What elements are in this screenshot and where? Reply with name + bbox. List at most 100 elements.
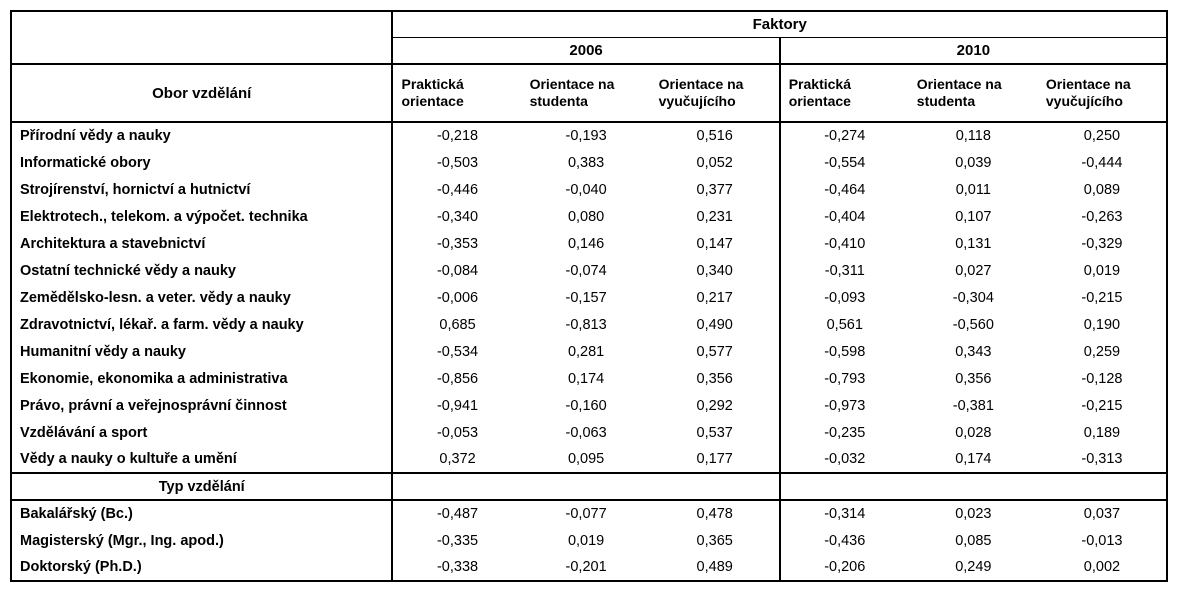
- cell-value: 0,095: [522, 446, 651, 473]
- table-row: Elektrotech., telekom. a výpočet. techni…: [11, 203, 1167, 230]
- table-row: Strojírenství, hornictví a hutnictví -0,4…: [11, 176, 1167, 203]
- cell-value: -0,274: [780, 122, 909, 149]
- cell-value: 0,250: [1038, 122, 1167, 149]
- header-year-a: 2006: [392, 38, 779, 65]
- cell-value: -0,338: [392, 554, 521, 581]
- cell-value: 0,478: [651, 500, 780, 527]
- cell-value: 0,028: [909, 419, 1038, 446]
- cell-value: 0,340: [651, 257, 780, 284]
- cell-value: -0,157: [522, 284, 651, 311]
- cell-value: -0,598: [780, 338, 909, 365]
- empty-cell: [780, 473, 909, 500]
- cell-value: 0,027: [909, 257, 1038, 284]
- cell-value: 0,490: [651, 311, 780, 338]
- cell-value: 0,516: [651, 122, 780, 149]
- cell-value: -0,554: [780, 149, 909, 176]
- cell-value: -0,444: [1038, 149, 1167, 176]
- cell-value: -0,263: [1038, 203, 1167, 230]
- cell-value: -0,128: [1038, 365, 1167, 392]
- cell-value: -0,063: [522, 419, 651, 446]
- cell-value: -0,193: [522, 122, 651, 149]
- cell-value: -0,006: [392, 284, 521, 311]
- cell-value: -0,329: [1038, 230, 1167, 257]
- cell-value: -0,040: [522, 176, 651, 203]
- cell-value: 0,190: [1038, 311, 1167, 338]
- cell-value: -0,313: [1038, 446, 1167, 473]
- cell-value: -0,381: [909, 392, 1038, 419]
- cell-value: -0,404: [780, 203, 909, 230]
- table-row: Ekonomie, ekonomika a administrativa-0,8…: [11, 365, 1167, 392]
- cell-value: -0,218: [392, 122, 521, 149]
- cell-value: 0,146: [522, 230, 651, 257]
- cell-value: 0,147: [651, 230, 780, 257]
- table-row: Architektura a stavebnictví-0,3530,1460,…: [11, 230, 1167, 257]
- row-label: Bakalářský (Bc.): [11, 500, 392, 527]
- empty-cell: [1038, 473, 1167, 500]
- row-label: Právo, právní a veřejnosprávní činnost: [11, 392, 392, 419]
- cell-value: -0,304: [909, 284, 1038, 311]
- cell-value: -0,093: [780, 284, 909, 311]
- cell-value: 0,002: [1038, 554, 1167, 581]
- cell-value: 0,177: [651, 446, 780, 473]
- table-row: Bakalářský (Bc.)-0,487-0,0770,478-0,3140…: [11, 500, 1167, 527]
- cell-value: 0,118: [909, 122, 1038, 149]
- header-rowlabel: Obor vzdělání: [11, 64, 392, 122]
- table-row: Vědy a nauky o kultuře a umění0,3720,095…: [11, 446, 1167, 473]
- cell-value: 0,189: [1038, 419, 1167, 446]
- section2-label: Typ vzdělání: [11, 473, 392, 500]
- header-col-a1: Praktická orientace: [392, 64, 521, 122]
- row-label: Strojírenství, hornictví a hutnictví: [11, 176, 392, 203]
- cell-value: 0,685: [392, 311, 521, 338]
- cell-value: -0,464: [780, 176, 909, 203]
- table-row: Doktorský (Ph.D.)-0,338-0,2010,489-0,206…: [11, 554, 1167, 581]
- cell-value: 0,537: [651, 419, 780, 446]
- row-label: Ostatní technické vědy a nauky: [11, 257, 392, 284]
- table-row: Přírodní vědy a nauky-0,218-0,1930,516-0…: [11, 122, 1167, 149]
- header-blank-top: [11, 11, 392, 38]
- cell-value: -0,074: [522, 257, 651, 284]
- cell-value: 0,089: [1038, 176, 1167, 203]
- cell-value: -0,032: [780, 446, 909, 473]
- table-row: Zdravotnictví, lékař. a farm. vědy a nau…: [11, 311, 1167, 338]
- cell-value: 0,080: [522, 203, 651, 230]
- row-label: Přírodní vědy a nauky: [11, 122, 392, 149]
- cell-value: 0,281: [522, 338, 651, 365]
- header-col-a3: Orientace na vyučujícího: [651, 64, 780, 122]
- cell-value: 0,085: [909, 527, 1038, 554]
- cell-value: 0,577: [651, 338, 780, 365]
- row-label: Vědy a nauky o kultuře a umění: [11, 446, 392, 473]
- cell-value: -0,335: [392, 527, 521, 554]
- cell-value: -0,077: [522, 500, 651, 527]
- cell-value: -0,311: [780, 257, 909, 284]
- cell-value: -0,503: [392, 149, 521, 176]
- cell-value: 0,052: [651, 149, 780, 176]
- header-col-b1: Praktická orientace: [780, 64, 909, 122]
- cell-value: 0,356: [651, 365, 780, 392]
- cell-value: 0,356: [909, 365, 1038, 392]
- cell-value: -0,941: [392, 392, 521, 419]
- cell-value: 0,023: [909, 500, 1038, 527]
- cell-value: -0,973: [780, 392, 909, 419]
- cell-value: 0,019: [1038, 257, 1167, 284]
- cell-value: -0,340: [392, 203, 521, 230]
- cell-value: 0,131: [909, 230, 1038, 257]
- row-label: Vzdělávání a sport: [11, 419, 392, 446]
- table-row: Zemědělsko-lesn. a veter. vědy a nauky-0…: [11, 284, 1167, 311]
- cell-value: -0,487: [392, 500, 521, 527]
- cell-value: 0,174: [909, 446, 1038, 473]
- cell-value: -0,793: [780, 365, 909, 392]
- row-label: Architektura a stavebnictví: [11, 230, 392, 257]
- cell-value: -0,410: [780, 230, 909, 257]
- row-label: Humanitní vědy a nauky: [11, 338, 392, 365]
- cell-value: 0,039: [909, 149, 1038, 176]
- table-row: Vzdělávání a sport-0,053-0,0630,537-0,23…: [11, 419, 1167, 446]
- cell-value: -0,856: [392, 365, 521, 392]
- table-row: Ostatní technické vědy a nauky-0,084-0,0…: [11, 257, 1167, 284]
- cell-value: 0,037: [1038, 500, 1167, 527]
- cell-value: 0,383: [522, 149, 651, 176]
- table-row: Informatické obory-0,5030,3830,052-0,554…: [11, 149, 1167, 176]
- empty-cell: [909, 473, 1038, 500]
- cell-value: 0,174: [522, 365, 651, 392]
- empty-cell: [522, 473, 651, 500]
- data-table: Faktory 2006 2010 Obor vzdělání Praktick…: [10, 10, 1168, 582]
